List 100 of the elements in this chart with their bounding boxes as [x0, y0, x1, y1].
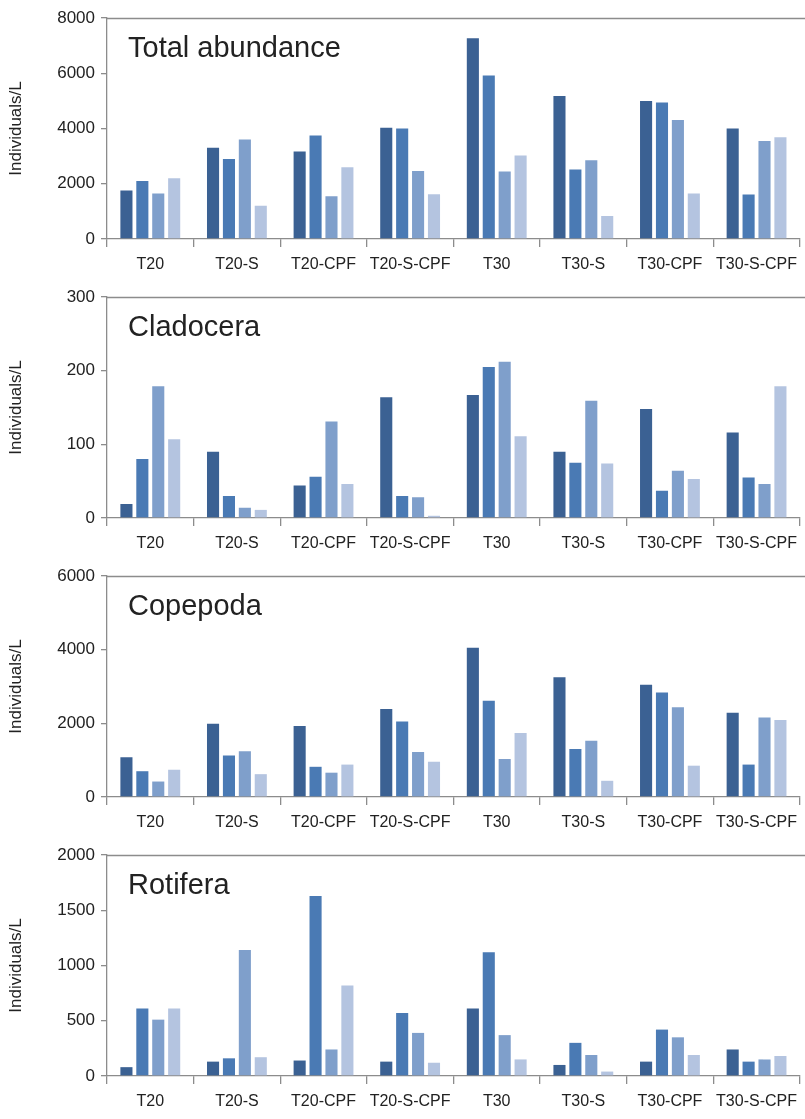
bar: [498, 1035, 511, 1076]
bar: [396, 128, 409, 239]
x-tick-label: T20: [136, 1092, 165, 1110]
bar: [238, 751, 251, 797]
bar: [293, 151, 306, 239]
y-tick-label: 4000: [57, 118, 95, 138]
bar: [222, 755, 235, 797]
bar: [120, 190, 133, 239]
text: Cladocera: [128, 310, 262, 342]
x-tick-label: T30: [482, 534, 511, 552]
bar: [254, 509, 267, 518]
x-tick-label: T30-CPF: [637, 813, 703, 831]
bar: [325, 772, 338, 797]
bar: [687, 1055, 700, 1076]
bar: [380, 708, 393, 797]
bar: [774, 386, 787, 518]
bar: [726, 712, 739, 797]
bar: [466, 647, 479, 797]
bar: [293, 485, 306, 518]
bar: [514, 732, 527, 797]
bar: [655, 692, 669, 797]
x-tick-label: T30-S-CPF: [716, 255, 798, 273]
bar: [640, 408, 653, 518]
x-tick-label: T20-CPF: [291, 255, 357, 273]
bar: [325, 421, 338, 518]
bar: [482, 75, 495, 239]
y-tick-label: 100: [66, 434, 95, 454]
bar: [206, 451, 220, 518]
bar: [412, 171, 425, 239]
bar: [325, 196, 338, 239]
bar: [152, 386, 165, 518]
bar: [396, 495, 409, 518]
bar: [206, 1061, 220, 1076]
bar: [569, 169, 582, 239]
bar: [136, 771, 149, 797]
text: Copepoda: [128, 589, 263, 621]
bar: [482, 700, 495, 797]
bar: [655, 490, 669, 518]
y-tick-label: 2000: [57, 713, 95, 733]
y-tick-label: 6000: [57, 62, 95, 82]
bar: [341, 764, 354, 797]
y-tick-label: 4000: [57, 639, 95, 659]
bar: [640, 684, 653, 797]
bar: [569, 462, 582, 518]
y-tick-label: 0: [85, 228, 95, 248]
bar: [585, 400, 598, 518]
x-tick-label: T20-S-CPF: [369, 1092, 451, 1110]
bar: [687, 765, 700, 797]
bar: [222, 158, 235, 239]
x-tick-label: T20-S-CPF: [369, 813, 451, 831]
bar: [482, 952, 495, 1076]
bar: [774, 1056, 787, 1076]
bar: [136, 459, 149, 518]
bar: [585, 1055, 598, 1076]
bar: [553, 451, 566, 518]
y-axis-title: Individuals/L: [5, 918, 25, 1013]
bar: [120, 757, 133, 797]
x-tick-label: T20-S: [215, 255, 259, 273]
x-tick-label: T20-CPF: [291, 1092, 357, 1110]
x-tick-label: T30-CPF: [637, 1092, 703, 1110]
bar: [309, 895, 322, 1076]
x-tick-label: T30: [482, 255, 511, 273]
y-tick-label: 1000: [57, 955, 95, 975]
bar: [168, 178, 181, 239]
bar: [758, 1059, 771, 1076]
x-tick-label: T20-S: [215, 534, 259, 552]
bar: [553, 95, 566, 239]
y-axis-title: Individuals/L: [5, 639, 25, 734]
bar: [601, 463, 614, 518]
bar: [601, 780, 614, 797]
x-tick-label: T30-CPF: [637, 534, 703, 552]
x-tick-label: T20-S: [215, 1092, 259, 1110]
bar: [585, 740, 598, 797]
bar: [412, 497, 425, 518]
bar: [168, 769, 181, 797]
x-tick-label: T30-S: [561, 255, 606, 273]
bar: [687, 193, 700, 239]
bar: [380, 397, 393, 518]
bar: [136, 180, 149, 239]
bar: [498, 171, 511, 239]
bar: [309, 476, 322, 518]
bar: [427, 761, 441, 797]
x-tick-label: T30-S-CPF: [716, 813, 798, 831]
y-tick-label: 2000: [57, 173, 95, 193]
bar: [309, 766, 322, 797]
bar: [466, 38, 479, 239]
bar: [514, 436, 527, 518]
bar: [380, 1061, 393, 1076]
bar: [482, 366, 495, 518]
bar: [238, 139, 251, 239]
bar: [168, 1008, 181, 1076]
bar: [758, 484, 771, 518]
bar: [514, 1059, 527, 1076]
bar: [293, 725, 306, 797]
bar: [774, 720, 787, 797]
x-tick-label: T20: [136, 813, 165, 831]
bar: [396, 721, 409, 797]
bar: [136, 1008, 149, 1076]
bar: [341, 985, 354, 1076]
x-tick-label: T20-S-CPF: [369, 534, 451, 552]
